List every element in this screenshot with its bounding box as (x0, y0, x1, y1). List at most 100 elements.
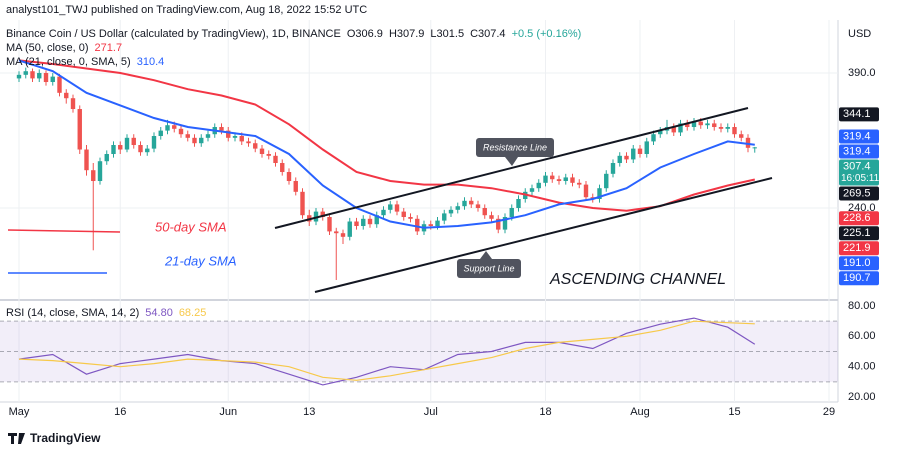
candle-body (489, 215, 494, 219)
candle-body (718, 127, 724, 129)
sma21-label: 21-day SMA (164, 253, 237, 268)
legend-text: MA (50, close, 0) (6, 42, 89, 54)
candle-body (705, 123, 710, 126)
x-tick-label: 13 (303, 406, 315, 418)
candle-body (570, 177, 575, 183)
candle-body (172, 125, 177, 129)
candle-body (273, 155, 278, 164)
price-label: 344.1 (843, 108, 871, 120)
y-tick-label: 240.0 (848, 202, 876, 214)
countdown: 16:05:11 (841, 173, 880, 184)
candle-body (158, 130, 163, 137)
candle-body (97, 161, 103, 182)
candle-body (313, 211, 319, 222)
candle-body (280, 163, 285, 173)
legend-text: C307.4 (470, 28, 505, 40)
candle-body (604, 173, 609, 189)
candle-body (401, 211, 406, 218)
x-tick-label: May (9, 406, 30, 418)
x-tick-label: Aug (630, 406, 650, 418)
legend-text: 54.80 (145, 307, 173, 319)
legend-text: H307.9 (389, 28, 424, 40)
candle-body (30, 71, 35, 79)
logo (8, 433, 25, 444)
candle-body (637, 148, 643, 155)
candle-body (577, 182, 582, 185)
price-label: 191.0 (843, 257, 871, 269)
legend-text: 68.25 (179, 307, 207, 319)
rsi-band (0, 321, 838, 382)
candle-body (394, 204, 400, 212)
candle-body (219, 127, 224, 131)
support-callout (457, 259, 521, 278)
candle-body (300, 191, 305, 216)
candle-body (617, 155, 622, 164)
rsi-pane (0, 317, 838, 386)
candle-body (482, 208, 487, 216)
legend-text: RSI (14, close, SMA, 14, 2) (6, 307, 139, 319)
candle-body (266, 154, 271, 156)
legend: Binance Coin / US Dollar (calculated by … (6, 28, 581, 319)
candle-body (543, 175, 548, 183)
candle-body (597, 188, 602, 200)
price-label-box (839, 271, 879, 286)
legend-text: Binance Coin / US Dollar (calculated by … (6, 28, 341, 40)
x-tick-label: 16 (114, 406, 126, 418)
channel-label: ASCENDING CHANNEL (549, 271, 726, 288)
price-label-box (839, 159, 879, 186)
candle-body (259, 148, 265, 155)
legend-text: MA (21, close, 0, SMA, 5) (6, 56, 131, 68)
x-tick-label: Jul (424, 406, 438, 418)
candle-body (381, 209, 386, 216)
candle-body (469, 200, 474, 205)
sma50-label: 50-day SMA (155, 219, 227, 234)
candle-body (536, 182, 541, 189)
candle-body (37, 73, 42, 79)
price-axis: May 16 Jun 13 Jul 18 Aug 15 29 240.0 390.0 20.00 40.… (9, 67, 880, 418)
support-label: Support Line (463, 263, 514, 273)
candle-body (367, 218, 373, 225)
candle-body (516, 199, 521, 209)
footer-brand: TradingView (30, 431, 101, 445)
candle-body (658, 130, 663, 135)
candle-body (340, 233, 346, 237)
candle-body (374, 215, 379, 225)
candle-body (502, 217, 508, 230)
candle-body (138, 145, 143, 153)
candle-body (286, 172, 292, 182)
candle-body (239, 136, 244, 142)
price-label-box (839, 144, 879, 159)
legend-text: O306.9 (347, 28, 383, 40)
candle-body (334, 231, 339, 234)
rsi-line (18, 320, 755, 381)
candle-body (529, 188, 535, 192)
candle-body (232, 136, 238, 138)
price-label-box (839, 226, 879, 241)
candle-body (178, 128, 184, 135)
moving-average (18, 59, 755, 229)
candle-body (293, 181, 298, 192)
candle-body (145, 148, 150, 153)
candle-body (16, 74, 22, 79)
legend-text: L301.5 (430, 28, 464, 40)
candle-body (388, 204, 393, 210)
candle-body (104, 154, 109, 162)
candle-body (84, 149, 89, 171)
price-label-box (839, 129, 879, 144)
rsi-tick-label: 20.00 (848, 391, 876, 403)
publisher: analyst101_TWJ published on TradingView.… (6, 4, 367, 16)
candle-body (354, 221, 359, 227)
candle-body (698, 121, 703, 126)
resistance-trendline (274, 107, 749, 229)
candle-body (509, 208, 514, 218)
x-tick-label: 18 (539, 406, 551, 418)
candle-body (57, 76, 62, 93)
rsi-tick-label: 80.00 (848, 300, 876, 312)
candle-body (691, 121, 697, 128)
price-label: 228.6 (843, 212, 871, 224)
candle-body (408, 217, 413, 219)
price-label-box (839, 107, 879, 122)
price-label: 319.4 (843, 130, 871, 142)
candle-body (64, 92, 69, 99)
